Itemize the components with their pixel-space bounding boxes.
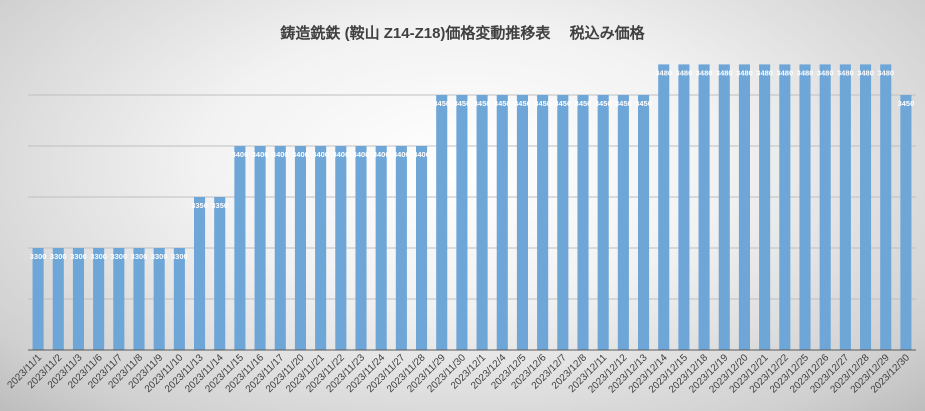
bar xyxy=(900,95,912,350)
data-label: 3480 xyxy=(756,68,773,77)
bar xyxy=(193,197,206,350)
bar xyxy=(819,64,831,351)
data-label: 3400 xyxy=(353,150,370,159)
bar xyxy=(52,248,64,350)
data-label: 3450 xyxy=(474,99,491,108)
data-label: 3480 xyxy=(776,68,793,77)
bar xyxy=(880,64,892,351)
data-label: 3450 xyxy=(898,99,915,108)
data-label: 3480 xyxy=(817,68,834,77)
data-label: 3400 xyxy=(393,150,410,159)
data-label: 3400 xyxy=(272,150,289,159)
bar xyxy=(658,64,670,351)
data-label: 3480 xyxy=(655,68,672,77)
bar xyxy=(335,146,347,350)
bar xyxy=(577,95,589,350)
data-label: 3450 xyxy=(433,99,450,108)
bar xyxy=(557,95,569,350)
bar xyxy=(476,95,488,350)
data-label: 3400 xyxy=(312,150,329,159)
data-label: 3400 xyxy=(252,150,269,159)
bar xyxy=(698,64,710,351)
bar xyxy=(859,64,872,351)
bar xyxy=(839,64,851,351)
data-label: 3480 xyxy=(877,68,894,77)
data-label: 3300 xyxy=(90,252,107,261)
data-label: 3480 xyxy=(736,68,753,77)
data-label: 3480 xyxy=(696,68,713,77)
data-label: 3480 xyxy=(837,68,854,77)
bar xyxy=(173,248,185,350)
data-label: 3450 xyxy=(575,99,592,108)
bar xyxy=(395,146,407,350)
data-label: 3480 xyxy=(797,68,814,77)
data-label: 3450 xyxy=(494,99,511,108)
data-label: 3400 xyxy=(332,150,349,159)
bar xyxy=(436,95,448,350)
bar xyxy=(355,146,367,350)
data-label: 3480 xyxy=(716,68,733,77)
data-label: 3480 xyxy=(676,68,693,77)
data-label: 3400 xyxy=(232,150,249,159)
bar xyxy=(72,248,85,350)
data-label: 3300 xyxy=(171,252,188,261)
bar xyxy=(516,95,529,350)
bar xyxy=(113,248,125,350)
bar xyxy=(597,95,609,350)
bar xyxy=(274,146,286,350)
data-label: 3400 xyxy=(373,150,390,159)
bar xyxy=(415,146,428,350)
data-label: 3300 xyxy=(50,252,67,261)
bar xyxy=(637,95,650,350)
data-label: 3300 xyxy=(131,252,148,261)
bar xyxy=(759,64,771,351)
bar xyxy=(133,248,145,350)
bar xyxy=(779,64,791,351)
data-label: 3350 xyxy=(191,201,208,210)
data-label: 3400 xyxy=(292,150,309,159)
data-label: 3300 xyxy=(70,252,87,261)
bar xyxy=(153,248,165,350)
data-label: 3450 xyxy=(454,99,471,108)
chart-title: 鋳造銑鉄 (鞍山 Z14-Z18)価格変動推移表 税込み価格 xyxy=(280,25,645,42)
data-label: 3350 xyxy=(211,201,228,210)
data-label: 3450 xyxy=(554,99,571,108)
bar xyxy=(738,64,751,351)
bar xyxy=(456,95,468,350)
bar xyxy=(32,248,44,350)
data-label: 3450 xyxy=(615,99,632,108)
data-label: 3300 xyxy=(110,252,127,261)
bar xyxy=(496,95,508,350)
bar xyxy=(214,197,226,350)
data-label: 3400 xyxy=(413,150,430,159)
bar xyxy=(537,95,549,350)
bar xyxy=(678,64,690,351)
bar xyxy=(294,146,307,350)
data-label: 3450 xyxy=(635,99,652,108)
data-label: 3300 xyxy=(151,252,168,261)
data-label: 3450 xyxy=(514,99,531,108)
bar xyxy=(315,146,327,350)
data-label: 3300 xyxy=(30,252,47,261)
bar xyxy=(718,64,730,351)
bar xyxy=(617,95,629,350)
bar xyxy=(93,248,105,350)
data-label: 3450 xyxy=(595,99,612,108)
data-label: 3450 xyxy=(534,99,551,108)
bar xyxy=(375,146,387,350)
bar xyxy=(234,146,246,350)
bar xyxy=(254,146,266,350)
data-label: 3480 xyxy=(857,68,874,77)
bar xyxy=(799,64,811,351)
